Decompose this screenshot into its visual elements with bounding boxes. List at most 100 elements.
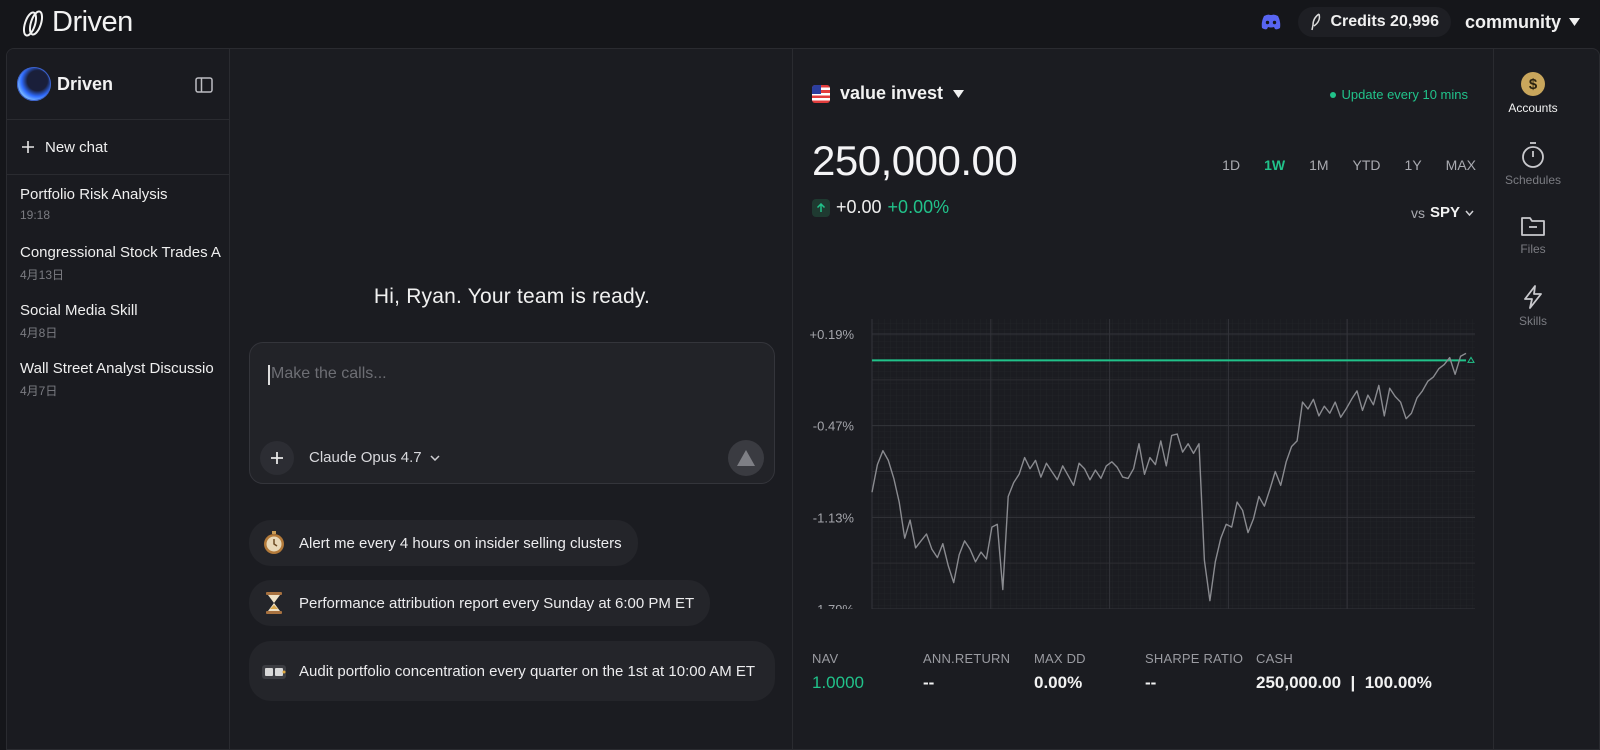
text-cursor [268,365,270,385]
range-tab[interactable]: MAX [1445,157,1476,173]
app-logo[interactable]: Driven [20,6,133,39]
chat-history-item[interactable]: Social Media Skill 4月8日 [7,293,229,351]
chat-title: Portfolio Risk Analysis [20,186,168,203]
rail-schedules[interactable]: Schedules [1494,141,1572,187]
attach-button[interactable] [260,441,294,475]
sidebar-header: Driven [7,49,229,120]
range-tab-active[interactable]: 1W [1264,157,1286,173]
status-dot [1329,91,1336,98]
stat-label: NAV [812,651,839,666]
chevron-down-icon [430,454,440,461]
suggestion-text: Performance attribution report every Sun… [299,594,695,612]
user-menu[interactable]: community [1465,12,1580,33]
composer-placeholder[interactable]: Make the calls... [271,365,387,382]
stat-sharpe: SHARPE RATIO -- [1145,651,1256,693]
feather-icon [1311,13,1321,31]
sidebar-toggle-icon[interactable] [195,76,213,94]
stat-nav: NAV 1.0000 [812,651,923,693]
rail-label: Files [1520,242,1546,256]
chat-history-item[interactable]: Congressional Stock Trades A 4月13日 [7,235,229,293]
chart-grid [871,319,1475,609]
range-tab[interactable]: 1D [1222,157,1241,173]
chat-panel: Hi, Ryan. Your team is ready. Make the c… [231,49,793,749]
sidebar: Driven New chat Portfolio Risk Analysis … [7,49,230,749]
new-chat-button[interactable]: New chat [7,120,229,175]
range-tab[interactable]: 1M [1309,157,1329,173]
svg-text:$: $ [1529,76,1538,93]
stat-value: -- [1145,673,1157,692]
suggestion-text: Audit portfolio concentration every quar… [299,662,756,680]
chat-date: 4月13日 [20,268,65,282]
chat-history-item[interactable]: Portfolio Risk Analysis 19:18 [7,177,229,235]
dollar-coin-icon: $ [1521,72,1545,96]
stat-cash: CASH 250,000.00 | 100.00% [1256,651,1496,693]
model-selector[interactable]: Claude Opus 4.7 [309,449,440,466]
y-tick-label: -1.13% [813,510,855,525]
chat-title: Wall Street Analyst Discussio [20,360,214,377]
stat-value: 0.00% [1034,673,1083,692]
app-name: Driven [52,6,133,38]
top-bar: Driven Credits 20,996 community [0,0,1600,48]
rail-label: Skills [1518,314,1547,328]
performance-chart: +0.19%-0.47%-1.13%-1.79% 04-2104-2204-23… [810,319,1475,609]
series-end-marker [1467,356,1475,363]
greeting: Hi, Ryan. Your team is ready. [373,285,651,308]
caret-down-icon [953,89,965,98]
chat-date: 4月7日 [20,384,58,398]
avatar [17,67,51,101]
rail-accounts[interactable]: $ Accounts [1494,71,1572,115]
y-tick-label: +0.19% [810,327,855,342]
sidebar-title: Driven [57,73,114,94]
stat-label: MAX DD [1034,651,1086,666]
range-tab[interactable]: 1Y [1404,157,1422,173]
account-name: value invest [840,83,944,103]
stat-label: SHARPE RATIO [1145,651,1244,666]
y-tick-label: -0.47% [813,419,855,434]
send-button[interactable] [728,440,764,476]
portfolio-panel: value invest Update every 10 mins 250,00… [794,49,1492,749]
folder-icon [1521,217,1545,236]
benchmark-series-line [871,352,1467,602]
stat-value: 1.0000 [812,673,864,692]
suggestion-text: Alert me every 4 hours on insider sellin… [299,534,622,552]
logo-mark-icon [22,9,44,37]
portfolio-change: +0.00 +0.00% [812,197,949,218]
suggestion-chip[interactable]: Audit portfolio concentration every quar… [249,641,775,701]
account-selector[interactable]: value invest [812,83,965,104]
discord-icon[interactable] [1258,9,1284,35]
flip-clock-icon [262,665,286,679]
stat-max-dd: MAX DD 0.00% [1034,651,1145,693]
y-tick-label: -1.79% [813,602,855,609]
hourglass-icon [266,592,282,614]
caret-down-icon [1569,18,1580,26]
chevron-down-icon [1465,210,1474,216]
stat-label: ANN.RETURN [923,651,1011,666]
clock-icon [264,531,284,554]
arrow-up-icon [812,198,830,217]
rail-files[interactable]: Files [1494,214,1572,256]
stat-value: 250,000.00 | 100.00% [1256,673,1432,692]
chat-history-item[interactable]: Wall Street Analyst Discussio 4月7日 [7,351,229,409]
stat-value: -- [923,673,935,692]
workspace: Driven New chat Portfolio Risk Analysis … [6,48,1600,750]
right-rail: $ Accounts Schedules Files Skills [1493,49,1599,749]
chat-composer[interactable]: Make the calls... Claude Opus 4.7 [249,342,775,484]
plus-icon [271,452,283,464]
range-tab[interactable]: YTD [1352,157,1381,173]
benchmark-selector[interactable]: vs SPY [1411,204,1474,221]
chat-date: 19:18 [20,208,51,222]
credits-badge[interactable]: Credits 20,996 [1298,7,1451,37]
chat-title: Social Media Skill [20,302,138,319]
plus-icon [22,141,34,153]
change-percent: +0.00% [887,197,950,217]
suggestion-chip[interactable]: Performance attribution report every Sun… [249,580,711,626]
user-menu-label: community [1464,11,1561,32]
send-arrow-icon [737,450,755,466]
rail-label: Schedules [1504,173,1562,187]
suggestion-chip[interactable]: Alert me every 4 hours on insider sellin… [249,520,638,566]
us-flag-icon [812,84,830,103]
rail-skills[interactable]: Skills [1494,284,1572,328]
range-tabs: 1D 1W 1M YTD 1Y MAX [1198,157,1476,173]
rail-label: Accounts [1508,101,1558,115]
new-chat-label: New chat [45,138,108,156]
